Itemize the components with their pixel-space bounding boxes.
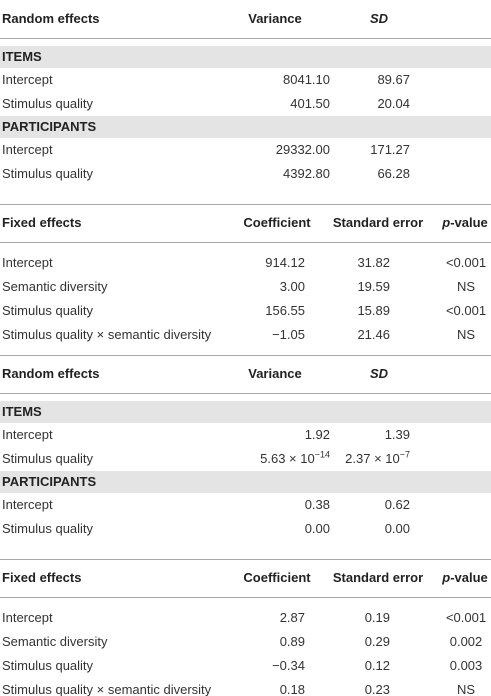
rule-line [0, 559, 491, 560]
row-label: Stimulus quality [2, 658, 94, 673]
value-cell: 19.59 [357, 279, 390, 294]
row-label: Stimulus quality × semantic diversity [2, 327, 212, 342]
column-header: Random effects [2, 11, 100, 26]
text: 2.37 × 10 [345, 451, 400, 466]
value-cell: 0.18 [279, 682, 305, 696]
text: -value [450, 570, 488, 585]
column-header: Standard error [332, 215, 424, 230]
group-band [0, 116, 491, 138]
value-cell: 1.39 [384, 427, 410, 442]
value-cell: <0.001 [445, 303, 487, 318]
row-label: Intercept [2, 255, 53, 270]
value-cell: <0.001 [445, 610, 487, 625]
value-cell: NS [456, 327, 476, 342]
value-cell: 1.92 [304, 427, 330, 442]
row-label: Semantic diversity [2, 634, 108, 649]
rule-line [0, 355, 491, 356]
group-label: ITEMS [2, 404, 42, 419]
value-cell: 0.23 [364, 682, 390, 696]
row-label: Intercept [2, 142, 53, 157]
row-label: Stimulus quality [2, 451, 94, 466]
value-cell: 914.12 [265, 255, 305, 270]
column-header: Random effects [2, 366, 100, 381]
row-label: Stimulus quality [2, 96, 94, 111]
column-header: Variance [248, 11, 302, 26]
value-cell: 0.19 [364, 610, 390, 625]
value-cell: −0.34 [272, 658, 305, 673]
value-cell: <0.001 [445, 255, 487, 270]
value-cell: 5.63 × 10−14 [260, 449, 330, 467]
value-cell: −1.05 [272, 327, 305, 342]
value-cell: 0.00 [304, 521, 330, 536]
column-header: p-value [442, 215, 488, 231]
value-cell: 29332.00 [275, 142, 330, 157]
value-cell: 401.50 [290, 96, 330, 111]
column-header: Coefficient [243, 570, 311, 585]
column-header: p-value [442, 570, 488, 586]
value-cell: 21.46 [357, 327, 390, 342]
value-cell: 0.89 [279, 634, 305, 649]
rule-line [0, 597, 491, 598]
text: -value [450, 215, 488, 230]
row-label: Intercept [2, 497, 53, 512]
row-label: Semantic diversity [2, 279, 108, 294]
column-header: Variance [248, 366, 302, 381]
value-cell: 66.28 [377, 166, 410, 181]
value-cell: 0.00 [384, 521, 410, 536]
value-cell: 31.82 [357, 255, 390, 270]
italic-text: SD [369, 11, 389, 26]
column-header: SD [370, 11, 388, 27]
value-cell: 8041.10 [283, 72, 330, 87]
group-label: ITEMS [2, 49, 42, 64]
value-cell: NS [456, 279, 476, 294]
italic-text: SD [369, 366, 389, 381]
value-cell: 15.89 [357, 303, 390, 318]
row-label: Stimulus quality [2, 521, 94, 536]
group-band [0, 46, 491, 68]
row-label: Stimulus quality [2, 303, 94, 318]
row-label: Stimulus quality [2, 166, 94, 181]
column-header: Coefficient [243, 215, 311, 230]
column-header: SD [370, 366, 388, 382]
value-cell: 156.55 [265, 303, 305, 318]
italic-text: p [442, 570, 451, 585]
value-cell: 89.67 [377, 72, 410, 87]
superscript: −7 [399, 449, 410, 460]
value-cell: 0.002 [449, 634, 483, 649]
value-cell: 20.04 [377, 96, 410, 111]
group-band [0, 401, 491, 423]
group-label: PARTICIPANTS [2, 474, 97, 489]
column-header: Fixed effects [2, 570, 82, 585]
value-cell: 4392.80 [283, 166, 330, 181]
value-cell: 0.12 [364, 658, 390, 673]
rule-line [0, 393, 491, 394]
italic-text: p [442, 215, 451, 230]
group-band [0, 471, 491, 493]
value-cell: 0.38 [304, 497, 330, 512]
value-cell: 2.87 [279, 610, 305, 625]
value-cell: NS [456, 682, 476, 696]
row-label: Intercept [2, 427, 53, 442]
value-cell: 2.37 × 10−7 [345, 449, 410, 467]
superscript: −14 [314, 449, 330, 460]
column-header: Standard error [332, 570, 424, 585]
row-label: Intercept [2, 610, 53, 625]
value-cell: 0.003 [449, 658, 483, 673]
rule-line [0, 38, 491, 39]
row-label: Intercept [2, 72, 53, 87]
value-cell: 3.00 [279, 279, 305, 294]
text: 5.63 × 10 [260, 451, 315, 466]
column-header: Fixed effects [2, 215, 82, 230]
row-label: Stimulus quality × semantic diversity [2, 682, 212, 696]
value-cell: 171.27 [370, 142, 410, 157]
rule-line [0, 204, 491, 205]
value-cell: 0.29 [364, 634, 390, 649]
rule-line [0, 242, 491, 243]
group-label: PARTICIPANTS [2, 119, 97, 134]
value-cell: 0.62 [384, 497, 410, 512]
